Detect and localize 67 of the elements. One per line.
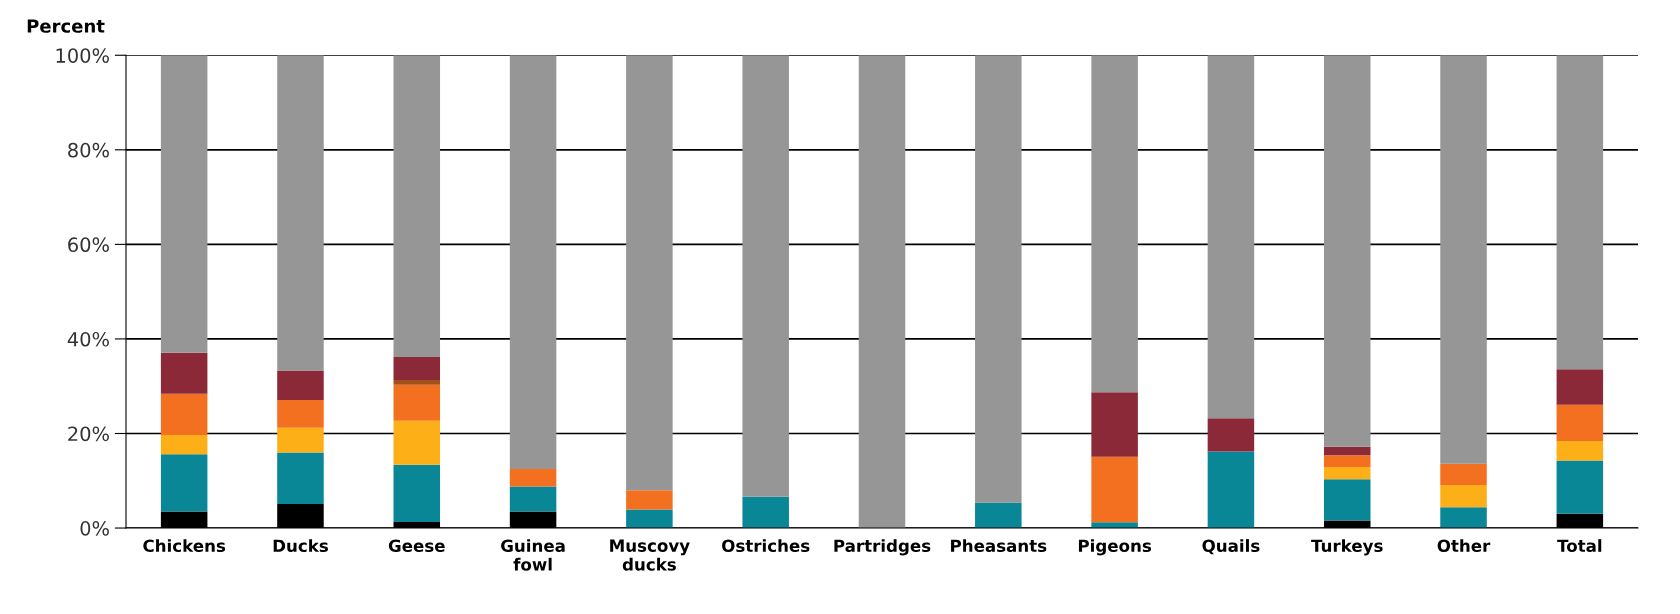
x-tick-label: Muscovy ducks bbox=[610, 539, 690, 571]
bar bbox=[509, 486, 557, 512]
bar bbox=[1207, 418, 1255, 452]
bar bbox=[160, 55, 208, 353]
bar bbox=[1556, 404, 1604, 442]
y-tick-label: 60% bbox=[68, 237, 109, 253]
bar bbox=[1091, 55, 1138, 393]
x-tick-label: Partridges bbox=[834, 539, 931, 556]
bar bbox=[1440, 55, 1487, 464]
x-tick-label: Ostriches bbox=[722, 539, 810, 553]
bar bbox=[1323, 479, 1371, 521]
bar bbox=[277, 427, 324, 453]
y-tick-label: 40% bbox=[67, 331, 109, 347]
y-tick-label: 100% bbox=[56, 48, 109, 63]
bar bbox=[277, 452, 324, 504]
x-tick-label: Total bbox=[1557, 539, 1602, 553]
bar bbox=[1556, 369, 1604, 405]
bar bbox=[742, 496, 789, 529]
bar bbox=[1323, 55, 1371, 447]
bar bbox=[975, 55, 1022, 503]
y-tick-label: 20% bbox=[68, 426, 109, 442]
bar bbox=[1091, 392, 1138, 457]
bar bbox=[277, 55, 324, 371]
bar bbox=[509, 468, 557, 487]
x-tick-label: Guinea fowl bbox=[501, 539, 565, 571]
x-tick-label: Pigeons bbox=[1078, 539, 1152, 556]
bar bbox=[160, 352, 208, 394]
x-tick-label: Pheasants bbox=[951, 539, 1047, 553]
bar bbox=[393, 55, 441, 357]
bar bbox=[393, 356, 441, 381]
bar bbox=[975, 502, 1022, 529]
bar bbox=[277, 399, 324, 428]
x-tick-label: Turkeys bbox=[1311, 539, 1383, 556]
y-tick-label: 0% bbox=[80, 521, 109, 536]
bar bbox=[1556, 460, 1604, 514]
x-tick-label: Quails bbox=[1202, 539, 1260, 555]
bar bbox=[1556, 441, 1604, 461]
bar bbox=[626, 55, 673, 491]
bar bbox=[1556, 55, 1604, 370]
bar bbox=[1207, 451, 1255, 529]
bar bbox=[393, 384, 441, 421]
y-axis-title: Percent bbox=[27, 19, 105, 33]
bar bbox=[160, 434, 208, 455]
bar bbox=[1440, 507, 1487, 529]
bar bbox=[160, 393, 208, 435]
bar bbox=[1091, 456, 1138, 523]
y-tick-label: 80% bbox=[68, 142, 109, 158]
bar bbox=[1323, 467, 1371, 480]
x-tick-label: Chickens bbox=[143, 539, 226, 553]
bar bbox=[626, 490, 673, 510]
bar bbox=[277, 370, 324, 400]
bar bbox=[1207, 55, 1255, 419]
bar bbox=[393, 380, 441, 385]
x-tick-label: Other bbox=[1437, 539, 1491, 553]
bar bbox=[1440, 463, 1487, 486]
x-tick-label: Ducks bbox=[273, 539, 328, 553]
x-tick-label: Geese bbox=[388, 539, 445, 553]
bar bbox=[1323, 455, 1371, 468]
bar bbox=[742, 55, 789, 497]
bar bbox=[160, 454, 208, 512]
bar bbox=[1440, 485, 1487, 508]
bar bbox=[393, 464, 441, 522]
bar bbox=[626, 509, 673, 529]
bar bbox=[858, 55, 906, 529]
bar bbox=[509, 55, 557, 469]
bar bbox=[1323, 446, 1371, 456]
bar bbox=[393, 420, 441, 465]
